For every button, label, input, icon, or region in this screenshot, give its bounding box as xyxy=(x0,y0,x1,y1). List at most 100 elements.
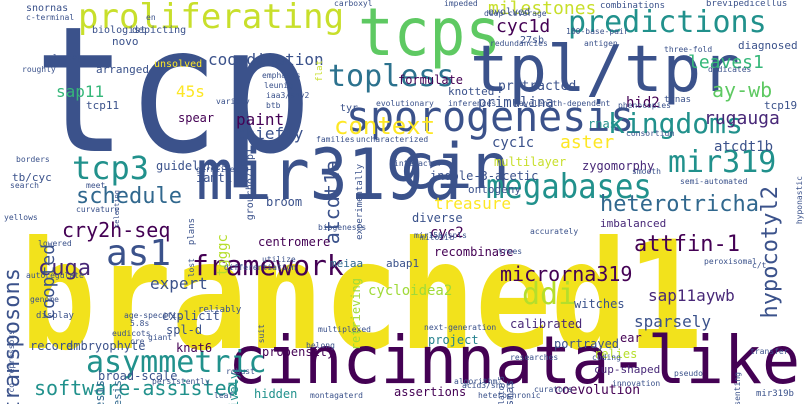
cloud-word: emphasis xyxy=(262,71,301,80)
cloud-word: propensity xyxy=(262,345,335,359)
cloud-word: arranged xyxy=(96,63,149,76)
cloud-word: mir319b xyxy=(756,389,794,399)
cloud-word: en xyxy=(146,13,156,22)
cloud-word: broom xyxy=(266,195,303,209)
cloud-word: organogenesis xyxy=(93,380,107,404)
cloud-word: pseudo xyxy=(674,369,703,378)
cloud-word: differentiation xyxy=(224,263,297,272)
cloud-word: recombinase xyxy=(434,245,514,259)
cloud-word: retrieving xyxy=(349,278,363,351)
cloud-word: suit xyxy=(257,324,266,344)
cloud-word: giant xyxy=(148,333,173,342)
cloud-word: heterotricha xyxy=(600,192,759,217)
cloud-word: families xyxy=(316,135,355,144)
cloud-word: cincinnata-like xyxy=(228,322,801,399)
cloud-word: ay-wb xyxy=(712,78,773,102)
cloud-word: cyc2 xyxy=(430,225,464,241)
cloud-word: next-generation xyxy=(424,323,497,332)
cloud-word: germlines xyxy=(196,165,240,174)
cloud-word: imbalanced xyxy=(600,217,667,230)
cloud-word: coopted xyxy=(38,244,59,320)
cloud-word: biogenesis xyxy=(318,223,367,232)
cloud-word: relies xyxy=(594,347,638,361)
cloud-word: robust xyxy=(226,367,255,376)
cloud-word: 45s xyxy=(176,82,205,101)
cloud-word: broad-scale xyxy=(98,369,178,383)
cloud-word: proliferating xyxy=(78,0,345,37)
cloud-word: wavelength-dependent xyxy=(514,99,611,108)
cloud-word: diverse xyxy=(412,211,463,225)
cloud-word: coding xyxy=(592,353,621,362)
cloud-word: schedule xyxy=(76,184,182,209)
cloud-word: 27sb xyxy=(520,35,545,46)
cloud-word: cry2h-seq xyxy=(62,218,171,242)
cloud-word: aster xyxy=(560,132,615,153)
cloud-word: hidden xyxy=(254,387,298,401)
cloud-word: lost xyxy=(187,258,196,278)
cloud-word: cup-shaped xyxy=(594,363,661,376)
cloud-word: record xyxy=(30,339,74,353)
cloud-word: coevolution xyxy=(554,383,641,398)
cloud-word: tcp xyxy=(34,0,313,193)
cloud-word: milestones xyxy=(488,0,597,19)
cloud-word: mitotic xyxy=(420,233,454,242)
cloud-word: atcdt1b xyxy=(714,139,774,155)
cloud-word: curators xyxy=(534,385,573,394)
cloud-word: unsolved xyxy=(154,59,203,70)
cloud-word: biologist xyxy=(92,25,147,36)
cloud-word: iamt1 xyxy=(196,171,233,185)
cloud-word: iaa3/shy2 xyxy=(266,91,310,100)
cloud-word: leaves1 xyxy=(688,52,764,73)
cloud-word: search xyxy=(10,181,39,190)
cloud-word: spl-d xyxy=(166,323,203,337)
cloud-word: witches xyxy=(574,297,625,311)
cloud-word: explicit xyxy=(162,309,220,323)
cloud-word: knat6 xyxy=(176,341,213,355)
cloud-word: eudicots xyxy=(112,329,151,338)
cloud-word: combinations xyxy=(600,1,666,11)
cloud-word: variety xyxy=(216,97,250,106)
cloud-word: paint xyxy=(236,110,285,129)
cloud-word: kingdoms xyxy=(608,107,743,140)
cloud-word: evolutionary xyxy=(376,99,434,108)
cloud-word: yellows xyxy=(4,213,38,222)
cloud-word: tcp19 xyxy=(764,99,798,112)
cloud-word: assertions xyxy=(394,385,467,399)
cloud-word: depicting xyxy=(132,25,187,36)
cloud-word: 5.8s xyxy=(130,319,150,328)
cloud-word: abap1 xyxy=(386,257,420,270)
cloud-word: plans xyxy=(187,218,197,246)
cloud-word: snornas xyxy=(26,3,69,14)
cloud-word: meet xyxy=(86,181,106,190)
cloud-word: as1 xyxy=(106,233,172,274)
cloud-word: acid3/short xyxy=(462,381,515,390)
cloud-word: tcp11 xyxy=(86,99,120,112)
cloud-word: hid2 xyxy=(626,95,660,111)
cloud-word: redundancies xyxy=(490,39,548,48)
cloud-word: autoregulate xyxy=(26,271,84,280)
cloud-word: meiaa xyxy=(330,257,364,270)
cloud-word: cuga xyxy=(38,256,91,281)
cloud-word: dedicates xyxy=(708,65,752,74)
cloud-word: rugauga xyxy=(704,108,780,129)
cloud-word: clusters xyxy=(48,53,87,62)
cloud-word: flat xyxy=(315,60,325,82)
cloud-word: genome xyxy=(30,295,59,304)
cloud-word: ontogeny xyxy=(468,183,521,196)
cloud-word: sap11 xyxy=(56,82,105,101)
cloud-word: algorithm xyxy=(454,377,498,386)
cloud-word: multiplexed xyxy=(318,325,371,334)
cloud-word: microrna319 xyxy=(500,262,633,286)
cloud-word: groucho/tup1 xyxy=(245,148,256,221)
cloud-word: three-fold xyxy=(664,45,713,54)
cloud-word: software-assisted xyxy=(34,376,239,400)
cloud-word: age-specific xyxy=(124,311,182,320)
cloud-word: framework xyxy=(192,249,344,282)
cloud-word: expert xyxy=(150,274,208,293)
cloud-word: megasporogenesis xyxy=(111,380,124,404)
cloud-word: tpl/tpr xyxy=(470,33,740,107)
cloud-word: cin xyxy=(398,130,510,203)
cloud-word: semi-automated xyxy=(680,177,748,186)
cloud-word: formulate xyxy=(398,73,464,87)
